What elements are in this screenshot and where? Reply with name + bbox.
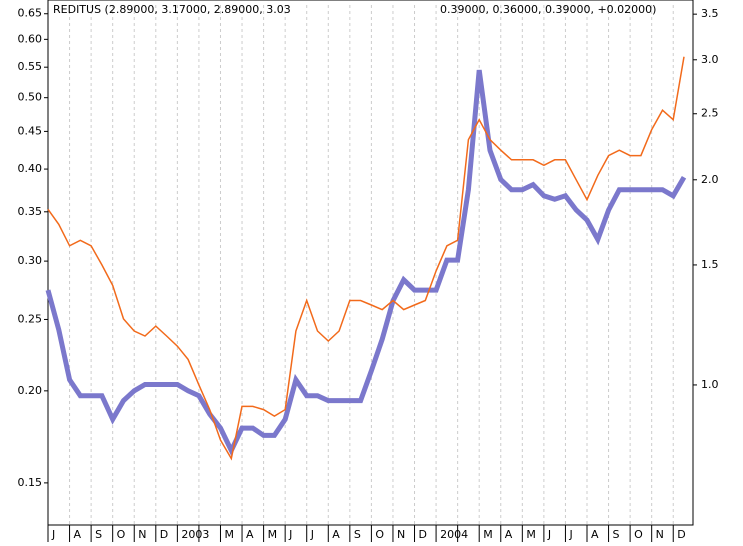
x-tick-label: N xyxy=(397,528,405,541)
x-tick-label: M xyxy=(224,528,234,541)
y2-tick-label: 2.5 xyxy=(701,107,719,120)
y2-tick-label: 3.5 xyxy=(701,7,719,20)
y-tick-label: 0.50 xyxy=(18,91,43,104)
x-tick-label: A xyxy=(74,528,82,541)
x-tick-label: N xyxy=(138,528,146,541)
y2-tick-label: 1.5 xyxy=(701,258,719,271)
x-tick-label: A xyxy=(332,528,340,541)
x-tick-label: S xyxy=(613,528,620,541)
chart-title: REDITUS (2.89000, 3.17000, 2.89000, 3.03 xyxy=(53,3,291,16)
x-tick-label: 2004 xyxy=(440,528,468,541)
y2-tick-label: 1.0 xyxy=(701,378,719,391)
y-tick-label: 0.45 xyxy=(18,124,43,137)
x-tick-label: D xyxy=(677,528,685,541)
x-tick-label: D xyxy=(419,528,427,541)
x-tick-label: N xyxy=(656,528,664,541)
x-tick-label: J xyxy=(310,528,314,541)
y-tick-label: 0.65 xyxy=(18,7,43,20)
y-tick-label: 0.35 xyxy=(18,205,43,218)
y2-tick-label: 3.0 xyxy=(701,53,719,66)
x-tick-label: A xyxy=(505,528,513,541)
x-tick-label: S xyxy=(354,528,361,541)
x-tick-label: J xyxy=(288,528,292,541)
x-tick-label: D xyxy=(160,528,168,541)
x-tick-label: M xyxy=(483,528,493,541)
x-tick-label: 2003 xyxy=(181,528,209,541)
x-tick-label: S xyxy=(95,528,102,541)
y-tick-label: 0.60 xyxy=(18,32,43,45)
y2-tick-label: 2.0 xyxy=(701,173,719,186)
chart-subtitle: 0.39000, 0.36000, 0.39000, +0.02000) xyxy=(440,3,656,16)
y-tick-label: 0.20 xyxy=(18,384,43,397)
x-tick-label: J xyxy=(547,528,551,541)
series-line xyxy=(45,69,687,457)
series-line xyxy=(47,56,685,461)
y-tick-label: 0.55 xyxy=(18,60,43,73)
x-tick-label: A xyxy=(591,528,599,541)
x-tick-label: M xyxy=(268,528,278,541)
x-tick-label: O xyxy=(117,528,126,541)
y-tick-label: 0.15 xyxy=(18,476,43,489)
y-tick-label: 0.40 xyxy=(18,162,43,175)
plot-frame xyxy=(47,0,694,526)
x-tick-label: A xyxy=(246,528,254,541)
y-tick-label: 0.30 xyxy=(18,254,43,267)
x-tick-label: J xyxy=(51,528,55,541)
x-tick-label: M xyxy=(526,528,536,541)
y-tick-label: 0.25 xyxy=(18,312,43,325)
x-tick-label: O xyxy=(634,528,643,541)
x-tick-label: J xyxy=(568,528,572,541)
x-tick-label: O xyxy=(375,528,384,541)
